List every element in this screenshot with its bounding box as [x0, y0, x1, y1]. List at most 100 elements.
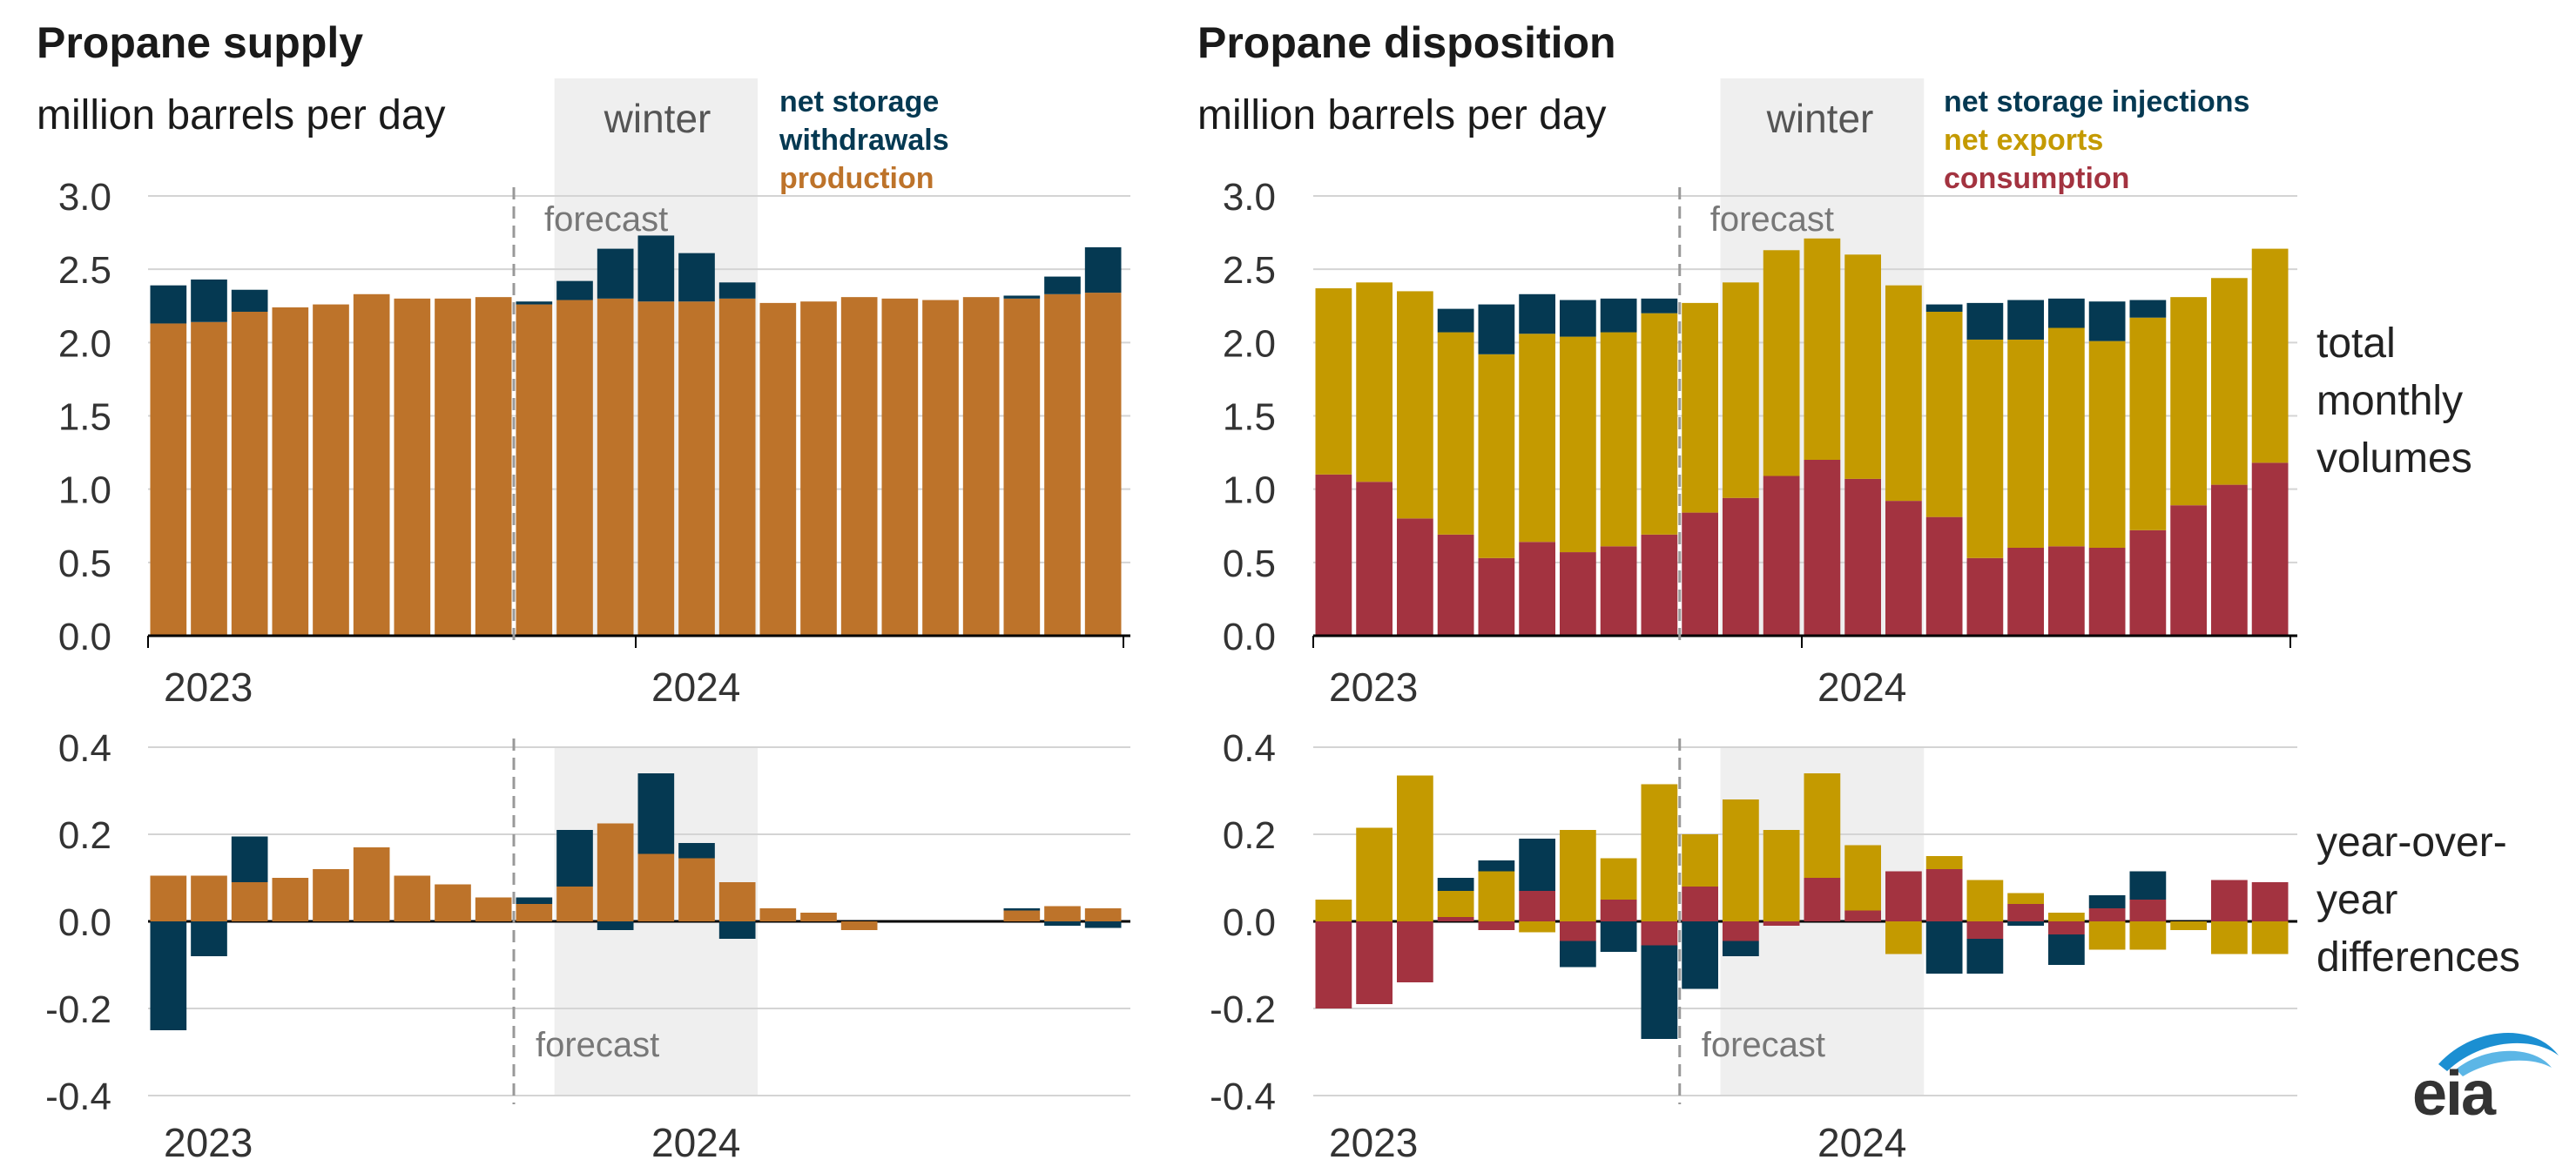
y-tick-label: 2.0: [58, 322, 111, 365]
y-tick-label: -0.2: [45, 988, 111, 1031]
bar-exports-2023-01: [1315, 288, 1352, 475]
y-tick-label: 0.0: [58, 616, 111, 658]
bar-production-2024-11: [1044, 906, 1081, 921]
side-label-line: volumes: [2316, 435, 2472, 482]
bar-production-2023-09: [475, 297, 512, 636]
bar-production-2024-06: [840, 297, 878, 636]
bar-production-2024-12: [1084, 293, 1122, 636]
bar-exports-2024-08: [2088, 341, 2126, 548]
bar-consumption-2024-10: [2170, 505, 2207, 636]
bar-exports-2023-06: [1519, 334, 1555, 543]
bar-exports-2023-11: [1723, 282, 1759, 498]
bar-production-2024-01: [637, 301, 675, 636]
y-tick-label: 2.0: [1223, 322, 1276, 365]
bar-exports-2024-06: [2007, 339, 2044, 548]
bar-storage-2023-03: [231, 836, 268, 882]
bar-exports-2023-07: [1560, 830, 1596, 921]
bar-storage-2024-12: [1084, 921, 1122, 928]
y-tick-label: -0.4: [45, 1076, 111, 1118]
bar-production-2024-08: [922, 300, 959, 636]
bar-storage-2023-02: [191, 279, 227, 322]
x-year-label: 2024: [1817, 1120, 1906, 1160]
bar-exports-2024-09: [2129, 317, 2167, 530]
bar-storage-2024-05: [1966, 302, 2004, 340]
bar-exports-2023-08: [1600, 332, 1637, 547]
bar-exports-2023-05: [1478, 354, 1515, 558]
bar-storage-2024-10: [1003, 295, 1041, 299]
bar-storage-2023-09: [1641, 945, 1678, 1039]
bar-consumption-2024-03: [1885, 871, 1922, 921]
x-year-label: 2023: [1329, 664, 1418, 710]
bar-consumption-2023-05: [1478, 557, 1515, 636]
forecast-label: forecast: [1710, 200, 1834, 239]
bar-consumption-2023-12: [1763, 921, 1800, 926]
bar-consumption-2024-06: [2007, 904, 2044, 921]
bar-production-2023-08: [435, 884, 471, 921]
bar-exports-2023-09: [1641, 784, 1678, 921]
bar-production-2024-04: [759, 302, 797, 636]
bar-exports-2024-10: [2170, 297, 2207, 506]
legend-consumption: consumption: [1944, 162, 2130, 195]
y-tick-label: 0.0: [1223, 901, 1276, 944]
bar-storage-2023-10: [1682, 921, 1718, 989]
bar-consumption-2023-06: [1519, 891, 1555, 921]
y-tick-label: 0.2: [58, 814, 111, 857]
bar-exports-2023-11: [1723, 799, 1759, 921]
bar-exports-2024-03: [1885, 921, 1922, 954]
x-year-label: 2024: [1817, 664, 1906, 710]
bar-exports-2023-05: [1478, 871, 1515, 921]
bar-production-2024-04: [759, 908, 797, 921]
bar-consumption-2023-04: [1437, 917, 1474, 921]
eia-logo-icon: [2438, 1033, 2559, 1076]
y-tick-label: 1.5: [58, 396, 111, 439]
right-panel-title: Propane disposition: [1197, 18, 1616, 67]
bar-production-2023-05: [313, 304, 349, 636]
bar-consumption-2024-04: [1925, 869, 1963, 921]
bar-exports-2023-12: [1763, 830, 1800, 921]
bar-storage-2024-12: [1084, 246, 1122, 293]
bar-exports-2024-05: [1966, 339, 2004, 558]
side-label-line: total: [2316, 320, 2396, 367]
bar-consumption-2023-10: [1682, 512, 1718, 636]
forecast-label: forecast: [544, 200, 668, 239]
bar-consumption-2023-04: [1437, 534, 1474, 636]
bar-exports-2024-12: [2251, 921, 2289, 954]
legend-withdrawals: withdrawals: [779, 124, 949, 157]
bar-production-2023-04: [272, 878, 309, 921]
x-year-label: 2023: [164, 1120, 253, 1160]
bar-production-2024-10: [1003, 298, 1041, 636]
bar-consumption-2024-07: [2048, 921, 2085, 934]
bar-production-2023-12: [597, 823, 634, 921]
bar-consumption-2024-11: [2211, 880, 2248, 921]
winter-label: winter: [1766, 96, 1874, 141]
bar-storage-2023-03: [231, 289, 268, 312]
bar-production-2023-11: [556, 887, 593, 921]
x-year-label: 2023: [1329, 1120, 1418, 1160]
bar-storage-2024-11: [1044, 276, 1081, 294]
bar-storage-2023-01: [150, 285, 187, 324]
eia-logo-text: eia: [2412, 1059, 2496, 1129]
bar-production-2023-08: [435, 298, 471, 636]
side-label-total-volumes: total monthly volumes: [2316, 315, 2472, 488]
y-tick-label: 0.0: [58, 901, 111, 944]
side-label-line: differences: [2316, 934, 2520, 981]
bar-exports-2023-01: [1315, 900, 1352, 921]
bar-storage-2023-10: [516, 301, 553, 305]
bar-production-2024-10: [1003, 910, 1041, 921]
bar-production-2023-05: [313, 869, 349, 921]
bar-exports-2023-03: [1397, 775, 1433, 921]
bar-exports-2023-12: [1763, 250, 1800, 476]
bar-storage-2024-04: [1925, 921, 1963, 974]
bar-consumption-2024-12: [2251, 882, 2289, 921]
bar-consumption-2023-09: [1641, 921, 1678, 946]
bar-exports-2024-11: [2211, 278, 2248, 485]
x-year-label: 2023: [164, 664, 253, 710]
bar-production-2024-06: [840, 921, 878, 930]
bar-consumption-2024-04: [1925, 516, 1963, 636]
bar-production-2024-09: [962, 297, 1000, 636]
bar-production-2023-04: [272, 307, 309, 636]
bar-consumption-2023-03: [1397, 518, 1433, 636]
legend-net-exports: net exports: [1944, 124, 2104, 157]
y-tick-label: 1.5: [1223, 396, 1276, 439]
bar-consumption-2023-12: [1763, 475, 1800, 636]
